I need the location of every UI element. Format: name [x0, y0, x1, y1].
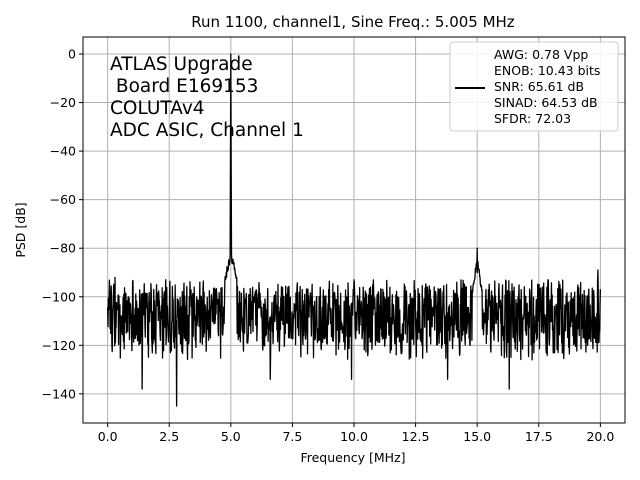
y-tick-label: −100 [42, 289, 76, 304]
annotation-text: ATLAS Upgrade Board E169153 COLUTAv4 ADC… [110, 54, 304, 141]
y-axis-label: PSD [dB] [13, 202, 28, 257]
x-tick-label: 5.0 [221, 429, 241, 444]
x-tick-label: 0.0 [98, 429, 118, 444]
annotation-line: COLUTAv4 [110, 98, 205, 119]
legend-text-line: SINAD: 64.53 dB [494, 95, 598, 110]
legend-text-line: SNR: 65.61 dB [494, 79, 584, 94]
x-tick-label: 20.0 [586, 429, 614, 444]
y-tick-label: −120 [42, 338, 76, 353]
y-ticks: 0 −20 −40 −60 −80 −100 −120 −140 [42, 46, 83, 401]
x-tick-label: 7.5 [282, 429, 302, 444]
annotation-line: ADC ASIC, Channel 1 [110, 120, 304, 141]
annotation-line: Board E169153 [110, 76, 258, 97]
y-tick-label: 0 [68, 46, 76, 61]
x-tick-label: 17.5 [525, 429, 553, 444]
y-tick-label: −20 [50, 95, 76, 110]
series-layer [106, 53, 602, 407]
chart-title: Run 1100, channel1, Sine Freq.: 5.005 MH… [191, 13, 515, 31]
x-tick-label: 10.0 [340, 429, 368, 444]
y-tick-label: −140 [42, 386, 76, 401]
x-ticks: 0.0 2.5 5.0 7.5 10.0 12.5 15.0 17.5 20.0 [98, 423, 614, 444]
legend-text-line: ENOB: 10.43 bits [494, 63, 600, 78]
y-tick-label: −60 [50, 192, 76, 207]
annotation-line: ATLAS Upgrade [110, 54, 253, 75]
x-axis-label: Frequency [MHz] [300, 450, 405, 465]
legend-text-line: SFDR: 72.03 [494, 111, 571, 126]
legend-box [449, 41, 619, 132]
y-tick-label: −40 [50, 144, 76, 159]
x-tick-label: 12.5 [402, 429, 430, 444]
legend-text-line: AWG: 0.78 Vpp [494, 47, 588, 62]
x-tick-label: 15.0 [463, 429, 491, 444]
x-tick-label: 2.5 [159, 429, 179, 444]
y-tick-label: −80 [50, 241, 76, 256]
psd-series-line [106, 53, 602, 407]
legend: AWG: 0.78 Vpp ENOB: 10.43 bits SNR: 65.6… [449, 41, 619, 132]
